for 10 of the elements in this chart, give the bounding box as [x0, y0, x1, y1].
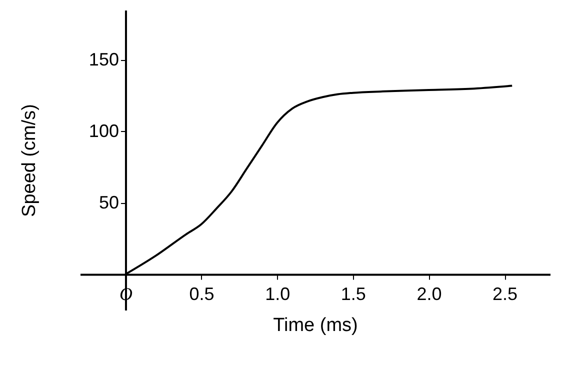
x-tick-label: 1.0 — [265, 284, 290, 304]
x-tick-label: 1.5 — [340, 284, 366, 304]
x-tick-label: 0.5 — [189, 284, 214, 304]
y-axis-title: Speed (cm/s) — [18, 104, 40, 217]
y-tick-label: 150 — [88, 50, 119, 70]
y-tick-label: 100 — [88, 120, 119, 141]
y-tick-label: 50 — [98, 192, 119, 212]
x-tick-label: 2.0 — [416, 284, 442, 304]
x-axis-title: Time (ms) — [273, 314, 358, 336]
x-tick-label: 2.5 — [492, 284, 518, 304]
